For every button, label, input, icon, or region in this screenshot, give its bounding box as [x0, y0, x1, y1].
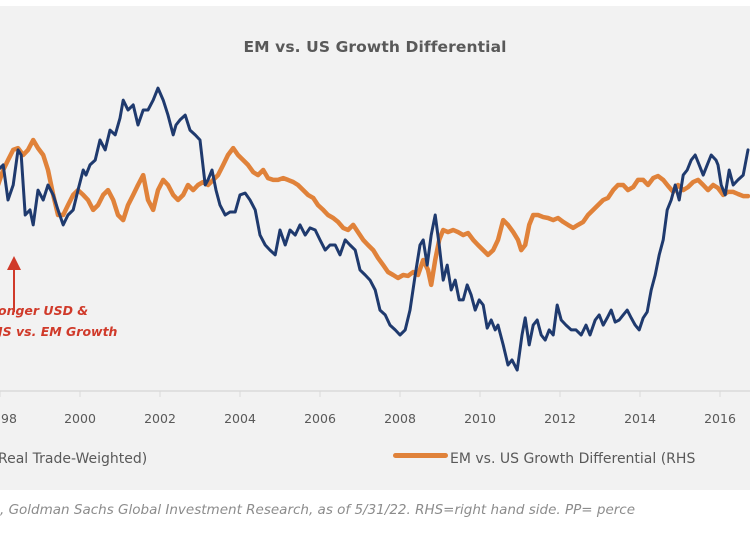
x-tick-label: 98 [1, 411, 17, 426]
x-tick-label: 2014 [624, 411, 656, 426]
annotation-arrow [7, 256, 21, 312]
source-caption: , Goldman Sachs Global Investment Resear… [0, 502, 636, 518]
x-tick-label: 2000 [64, 411, 96, 426]
chart-title: EM vs. US Growth Differential [243, 38, 507, 56]
x-tick-label: 2016 [704, 411, 736, 426]
legend-item-growth: EM vs. US Growth Differential (RHS [393, 451, 695, 467]
legend-item-usd: Real Trade-Weighted) [0, 451, 147, 467]
line-chart: 98 2000 2002 2004 2006 2008 2010 2012 2014 2016 [0, 86, 750, 426]
legend-swatch-growth [393, 452, 448, 458]
x-tick-label: 2002 [144, 411, 176, 426]
legend-label-growth: EM vs. US Growth Differential (RHS [450, 451, 696, 467]
series-usd-line [0, 86, 750, 372]
chart-panel [0, 6, 750, 490]
x-tick-label: 2010 [464, 411, 496, 426]
x-tick-label: 2012 [544, 411, 576, 426]
x-tick-label: 2006 [304, 411, 336, 426]
legend-label-usd: Real Trade-Weighted) [0, 451, 148, 467]
annotation-line-1: onger USD & [0, 303, 89, 318]
series-group [0, 86, 750, 372]
x-tick-label: 2008 [384, 411, 416, 426]
annotation-line-2: JS vs. EM Growth [0, 324, 118, 339]
x-tick-label: 2004 [224, 411, 256, 426]
annotation-text: onger USD & JS vs. EM Growth [0, 300, 117, 342]
annotation-arrow-head [7, 256, 21, 270]
series-growth-differential-line [0, 137, 750, 288]
x-axis: 98 2000 2002 2004 2006 2008 2010 2012 2014 2016 [0, 390, 750, 426]
